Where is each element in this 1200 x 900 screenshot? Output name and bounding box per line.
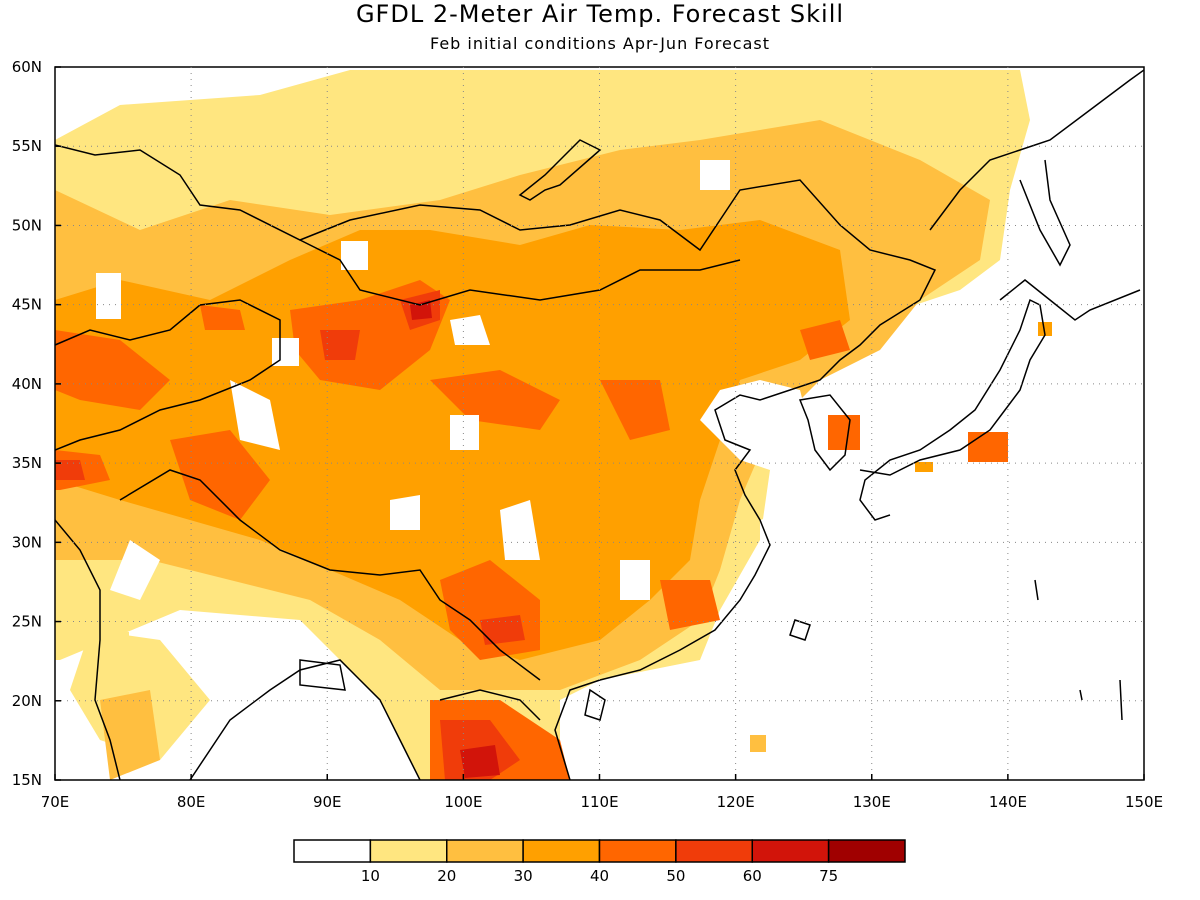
lat-tick-label: 15N <box>12 771 42 789</box>
lon-tick-label: 110E <box>580 793 618 811</box>
lon-tick-label: 150E <box>1125 793 1163 811</box>
axis-ticks: 70E 80E 90E 100E 110E 120E 130E 140E 150E 15N 20N 2… <box>12 58 1163 811</box>
lat-tick-label: 40N <box>12 375 42 393</box>
lat-tick-label: 55N <box>12 137 42 155</box>
colorbar-swatch <box>598 839 677 863</box>
colorbar-swatch <box>446 839 524 863</box>
colorbar-label: 60 <box>743 867 762 885</box>
colorbar-label: 50 <box>666 867 685 885</box>
lat-tick-label: 45N <box>12 296 42 314</box>
colorbar-label: 30 <box>514 867 533 885</box>
lon-tick-label: 130E <box>853 793 891 811</box>
skill-field <box>55 70 1144 780</box>
lat-tick-label: 25N <box>12 613 42 631</box>
colorbar-swatch <box>675 839 753 863</box>
colorbar-label: 20 <box>437 867 456 885</box>
map-subtitle: Feb initial conditions Apr-Jun Forecast <box>429 34 770 53</box>
lat-tick-label: 20N <box>12 692 42 710</box>
colorbar-swatch <box>369 839 448 863</box>
colorbar-swatch <box>751 839 830 863</box>
colorbar-swatch <box>827 839 906 863</box>
colorbar-swatch <box>293 839 372 863</box>
lat-tick-label: 60N <box>12 58 42 76</box>
lat-tick-label: 35N <box>12 454 42 472</box>
coastlines <box>55 69 1144 780</box>
lon-tick-label: 70E <box>41 793 70 811</box>
graticule <box>55 67 1144 780</box>
lat-tick-label: 50N <box>12 216 42 234</box>
colorbar-label: 10 <box>361 867 380 885</box>
lon-tick-label: 140E <box>989 793 1027 811</box>
colorbar: 10 20 30 40 50 60 75 <box>293 839 906 885</box>
lon-tick-label: 120E <box>717 793 755 811</box>
colorbar-label: 40 <box>590 867 609 885</box>
lon-tick-label: 100E <box>444 793 482 811</box>
lon-tick-label: 90E <box>313 793 342 811</box>
lat-tick-label: 30N <box>12 533 42 551</box>
colorbar-label: 75 <box>819 867 838 885</box>
map-title: GFDL 2-Meter Air Temp. Forecast Skill <box>355 0 845 28</box>
colorbar-swatch <box>522 839 601 863</box>
lon-tick-label: 80E <box>177 793 206 811</box>
